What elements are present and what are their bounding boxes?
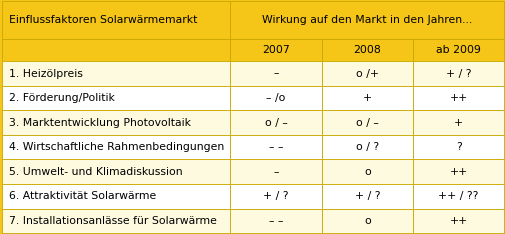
Text: ++: ++ xyxy=(448,167,467,177)
Bar xyxy=(321,39,412,61)
Text: – /o: – /o xyxy=(266,93,285,103)
Bar xyxy=(230,110,321,135)
Bar xyxy=(2,86,230,110)
Bar xyxy=(2,159,230,184)
Text: –: – xyxy=(273,69,278,79)
Bar xyxy=(321,61,412,86)
Text: – –: – – xyxy=(268,216,283,226)
Text: ++: ++ xyxy=(448,216,467,226)
Text: + / ?: + / ? xyxy=(354,191,379,201)
Bar xyxy=(230,86,321,110)
Bar xyxy=(2,208,230,233)
Bar xyxy=(321,135,412,159)
Bar xyxy=(321,159,412,184)
Text: ++ / ??: ++ / ?? xyxy=(437,191,478,201)
Bar xyxy=(230,1,503,39)
Text: o / –: o / – xyxy=(356,118,378,128)
Text: +: + xyxy=(362,93,371,103)
Text: 2. Förderung/Politik: 2. Förderung/Politik xyxy=(9,93,115,103)
Bar xyxy=(412,184,503,208)
Bar xyxy=(2,1,230,39)
Bar xyxy=(2,184,230,208)
Text: 6. Attraktivität Solarwärme: 6. Attraktivität Solarwärme xyxy=(9,191,156,201)
Bar xyxy=(230,184,321,208)
Bar xyxy=(412,159,503,184)
Bar xyxy=(230,159,321,184)
Bar xyxy=(230,208,321,233)
Text: o: o xyxy=(364,216,370,226)
Bar xyxy=(412,61,503,86)
Bar xyxy=(412,208,503,233)
Bar xyxy=(2,39,230,61)
Text: – –: – – xyxy=(268,142,283,152)
Bar xyxy=(2,61,230,86)
Text: o: o xyxy=(364,167,370,177)
Text: ab 2009: ab 2009 xyxy=(435,45,480,55)
Bar xyxy=(321,86,412,110)
Text: o / ?: o / ? xyxy=(355,142,378,152)
Bar xyxy=(412,86,503,110)
Bar xyxy=(412,39,503,61)
Text: o /+: o /+ xyxy=(355,69,378,79)
Text: 2008: 2008 xyxy=(353,45,381,55)
Bar xyxy=(230,61,321,86)
Text: + / ?: + / ? xyxy=(445,69,470,79)
Bar xyxy=(321,184,412,208)
Bar xyxy=(321,208,412,233)
Bar xyxy=(230,135,321,159)
Text: ++: ++ xyxy=(448,93,467,103)
Bar xyxy=(321,110,412,135)
Text: o / –: o / – xyxy=(264,118,287,128)
Text: 1. Heizölpreis: 1. Heizölpreis xyxy=(9,69,83,79)
Text: 2007: 2007 xyxy=(262,45,289,55)
Text: 5. Umwelt- und Klimadiskussion: 5. Umwelt- und Klimadiskussion xyxy=(9,167,182,177)
Bar xyxy=(412,110,503,135)
Bar xyxy=(230,39,321,61)
Text: –: – xyxy=(273,167,278,177)
Text: 4. Wirtschaftliche Rahmenbedingungen: 4. Wirtschaftliche Rahmenbedingungen xyxy=(9,142,224,152)
Bar xyxy=(2,135,230,159)
Text: ?: ? xyxy=(455,142,461,152)
Text: + / ?: + / ? xyxy=(263,191,288,201)
Text: 7. Installationsanlässe für Solarwärme: 7. Installationsanlässe für Solarwärme xyxy=(9,216,217,226)
Text: +: + xyxy=(453,118,462,128)
Text: 3. Marktentwicklung Photovoltaik: 3. Marktentwicklung Photovoltaik xyxy=(9,118,191,128)
Text: Einflussfaktoren Solarwärmemarkt: Einflussfaktoren Solarwärmemarkt xyxy=(9,15,197,25)
Bar xyxy=(2,110,230,135)
Bar xyxy=(412,135,503,159)
Text: Wirkung auf den Markt in den Jahren...: Wirkung auf den Markt in den Jahren... xyxy=(262,15,471,25)
